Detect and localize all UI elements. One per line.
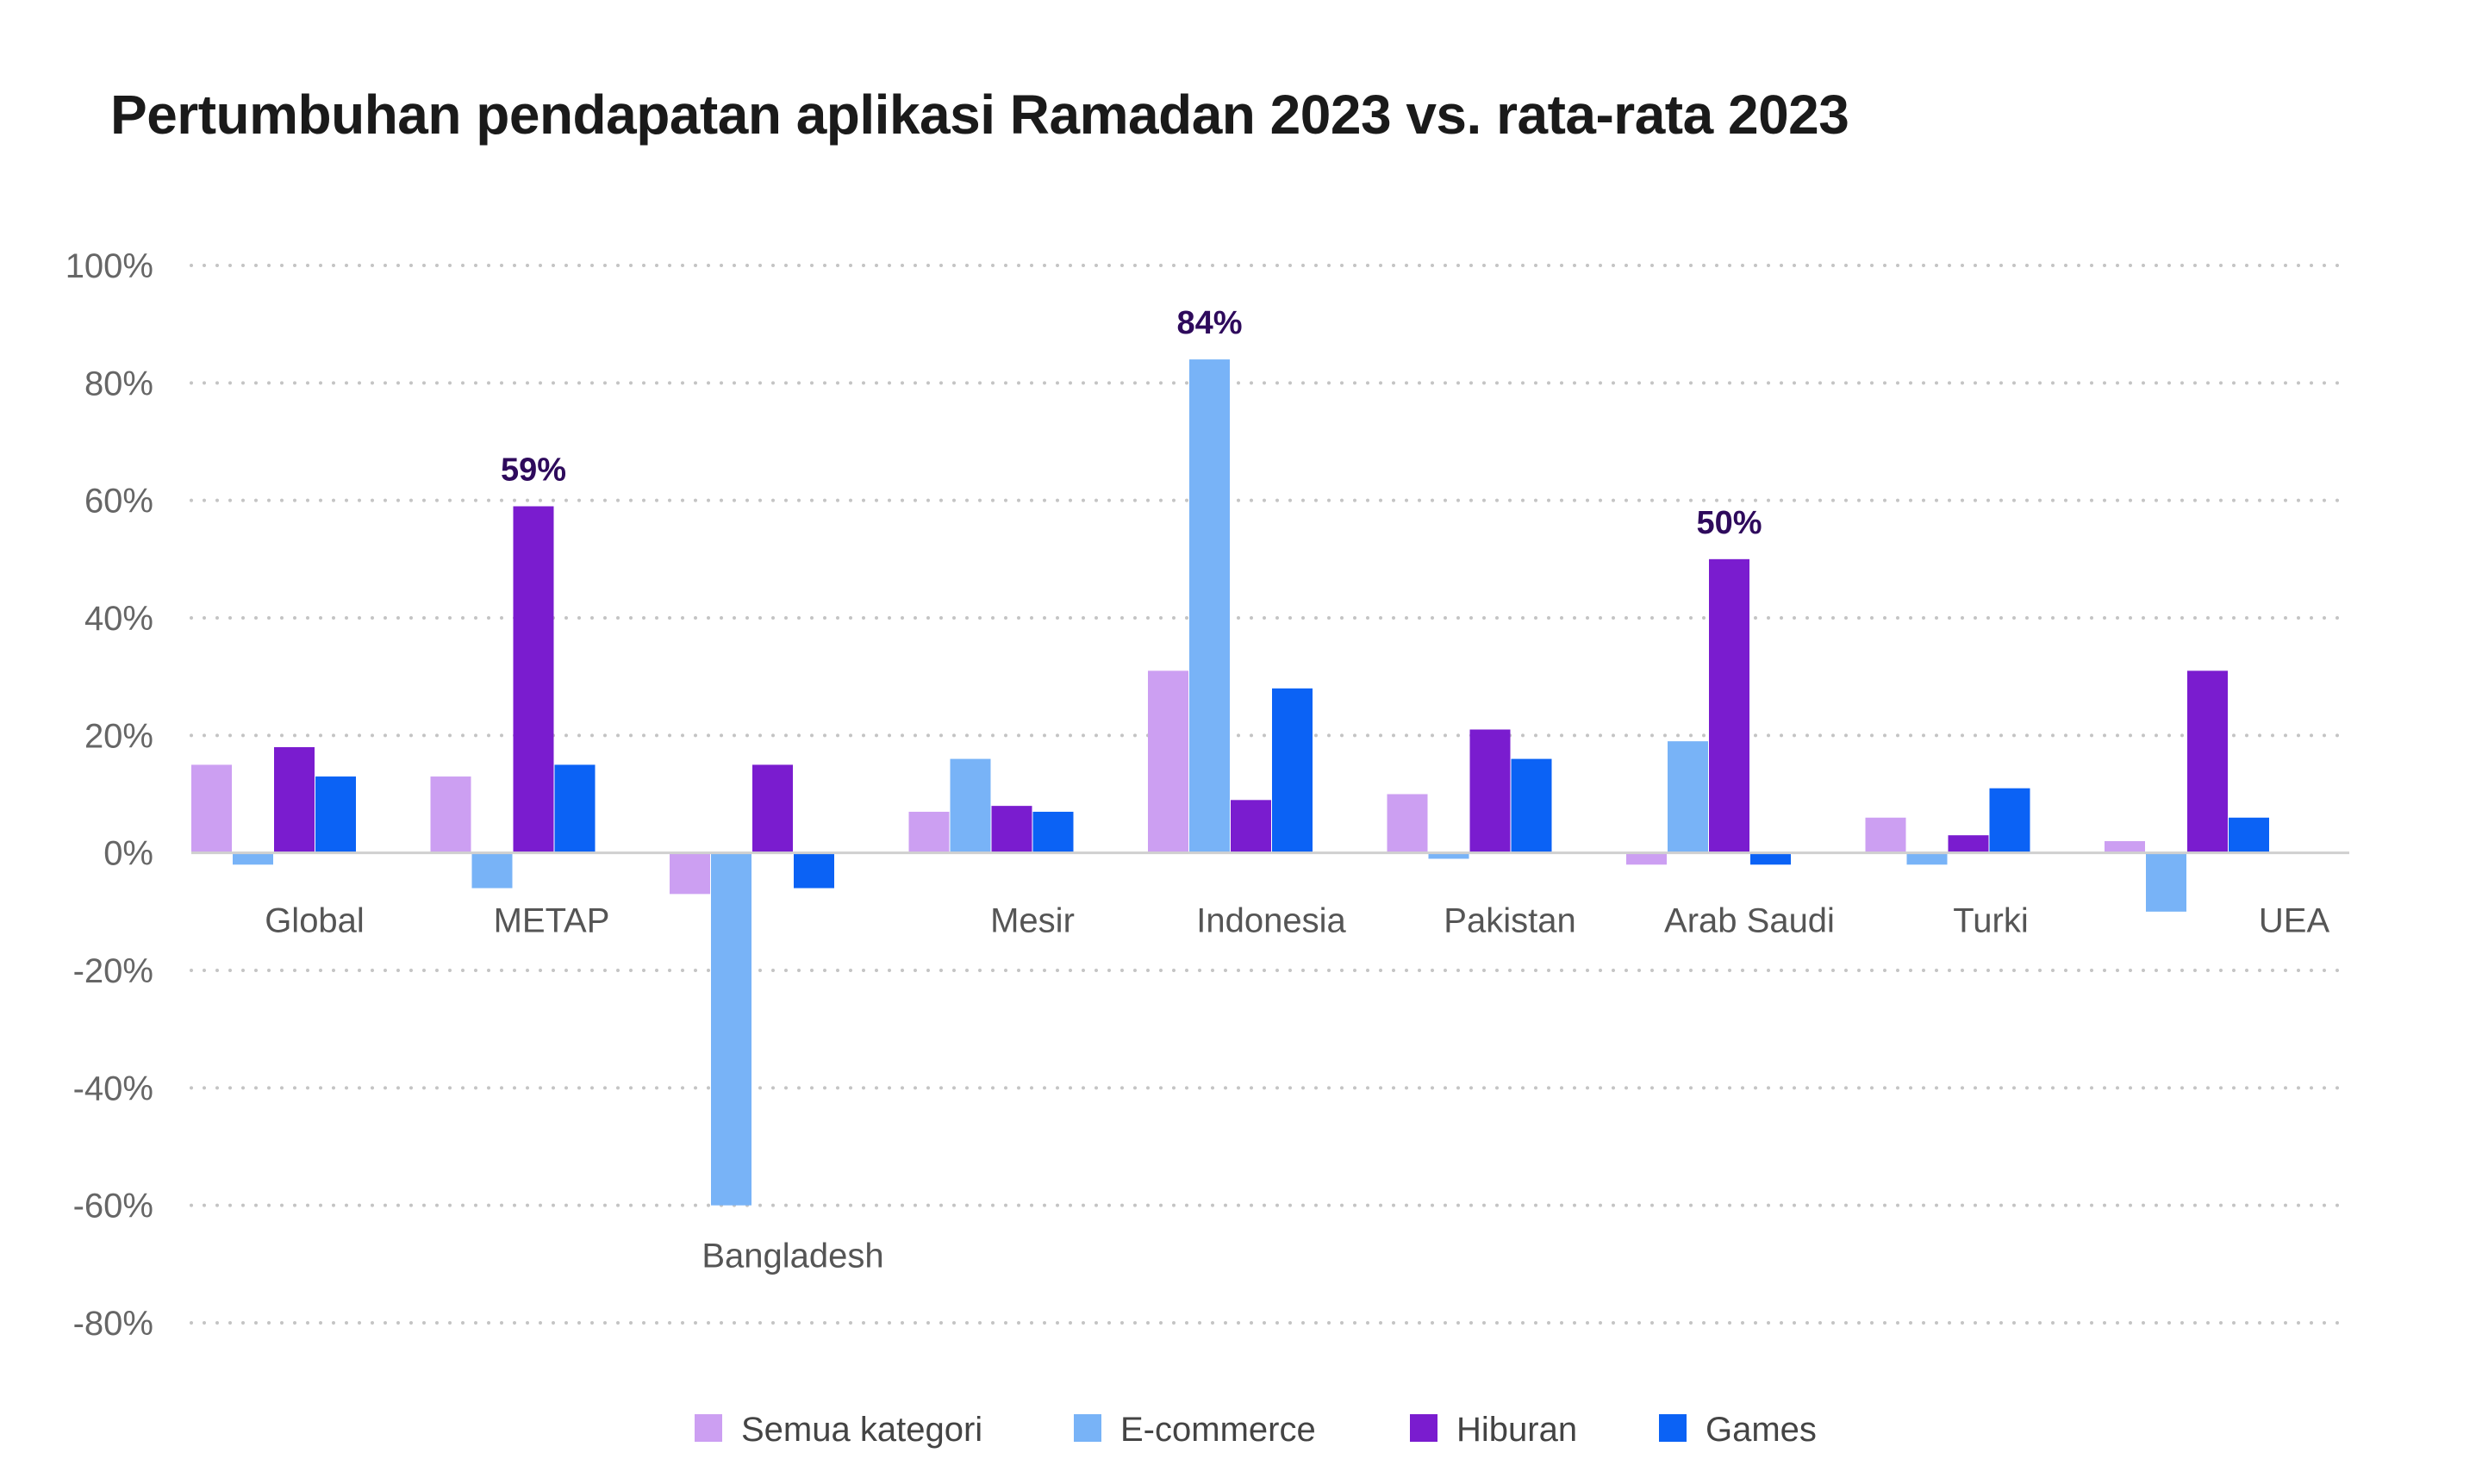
x-category-label: Indonesia xyxy=(1196,902,1346,940)
bar-uea-e-commerce xyxy=(2146,852,2186,912)
bar-indonesia-hiburan xyxy=(1231,800,1271,853)
legend-swatch-games xyxy=(1659,1414,1687,1442)
y-tick-label: 0% xyxy=(103,835,153,873)
bar-pakistan-hiburan xyxy=(1469,729,1511,853)
bar-uea-games xyxy=(2229,817,2269,853)
bar-turki-semua-kategori xyxy=(1865,817,1906,853)
x-category-label: Bangladesh xyxy=(702,1238,883,1275)
annotation-label: 59% xyxy=(501,452,566,488)
bar-arab-saudi-games xyxy=(1750,852,1791,865)
x-category-label: Global xyxy=(265,902,365,940)
bar-turki-hiburan xyxy=(1948,835,1989,853)
bar-mesir-semua-kategori xyxy=(908,811,950,853)
bar-mesir-games xyxy=(1032,811,1074,853)
y-tick-label: -20% xyxy=(73,952,153,990)
bar-arab-saudi-hiburan xyxy=(1709,558,1749,853)
bar-global-e-commerce xyxy=(233,852,273,865)
gridlines xyxy=(190,264,2351,1325)
bar-uea-hiburan xyxy=(2187,670,2228,853)
bar-turki-games xyxy=(1989,788,2030,853)
bar-global-games xyxy=(315,776,356,853)
chart-title: Pertumbuhan pendapatan aplikasi Ramadan … xyxy=(110,84,1849,146)
x-category-label: UEA xyxy=(2259,902,2330,940)
y-tick-label: -40% xyxy=(73,1069,153,1107)
y-tick-label: 80% xyxy=(84,365,153,402)
legend-label: Games xyxy=(1706,1411,1817,1449)
bar-bangladesh-semua-kategori xyxy=(670,852,710,895)
y-tick-label: -60% xyxy=(73,1188,153,1225)
y-tick-label: 60% xyxy=(84,483,153,521)
legend-label: E-commerce xyxy=(1120,1411,1316,1449)
bar-uea-semua-kategori xyxy=(2105,841,2145,853)
bar-pakistan-semua-kategori xyxy=(1387,794,1428,853)
y-tick-label: 20% xyxy=(84,717,153,755)
annotation-label: 84% xyxy=(1176,305,1242,341)
bar-mesir-hiburan xyxy=(991,806,1032,853)
x-axis-categories: Global METAP Bangladesh Mesir Indonesia Pakis… xyxy=(265,902,2329,1275)
bar-indonesia-e-commerce xyxy=(1189,359,1230,853)
legend-label: Semua kategori xyxy=(741,1411,982,1449)
y-tick-label: 40% xyxy=(84,600,153,638)
y-tick-label: 100% xyxy=(65,247,153,285)
x-category-label: Pakistan xyxy=(1444,902,1575,940)
bar-indonesia-games xyxy=(1272,688,1313,853)
bar-metap-e-commerce xyxy=(471,852,513,889)
x-category-label: Mesir xyxy=(990,902,1075,940)
bar-bangladesh-games xyxy=(794,852,834,889)
legend-label: Hiburan xyxy=(1456,1411,1577,1449)
bar-bangladesh-e-commerce xyxy=(711,852,751,1206)
x-category-label: METAP xyxy=(494,902,610,940)
bars xyxy=(191,359,2269,1206)
bar-arab-saudi-semua-kategori xyxy=(1626,852,1667,865)
bar-turki-e-commerce xyxy=(1906,852,1948,865)
annotation-label: 50% xyxy=(1696,505,1762,541)
bar-mesir-e-commerce xyxy=(950,758,991,853)
bar-global-semua-kategori xyxy=(191,764,232,853)
bar-metap-games xyxy=(554,764,596,853)
bar-bangladesh-hiburan xyxy=(752,764,793,853)
annotations: 59% 84% 50% xyxy=(501,305,1762,541)
bar-arab-saudi-e-commerce xyxy=(1668,741,1708,853)
bar-pakistan-games xyxy=(1511,758,1552,853)
legend-swatch-semua-kategori xyxy=(695,1414,722,1442)
bar-metap-semua-kategori xyxy=(430,776,471,853)
legend-swatch-hiburan xyxy=(1410,1414,1437,1442)
bar-pakistan-e-commerce xyxy=(1428,852,1469,859)
x-category-label: Arab Saudi xyxy=(1664,902,1835,940)
legend-swatch-e-commerce xyxy=(1074,1414,1101,1442)
x-category-label: Turki xyxy=(1953,902,2028,940)
legend: Semua kategori E-commerce Hiburan Games xyxy=(695,1411,1817,1449)
bar-indonesia-semua-kategori xyxy=(1148,670,1188,853)
bar-global-hiburan xyxy=(274,746,315,853)
y-tick-label: -80% xyxy=(73,1305,153,1343)
bar-metap-hiburan xyxy=(513,506,554,853)
y-axis-ticks: 100% 80% 60% 40% 20% 0% -20% -40% -60% -80% xyxy=(65,247,153,1343)
